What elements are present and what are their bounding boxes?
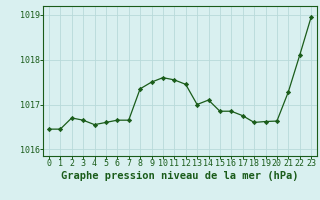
X-axis label: Graphe pression niveau de la mer (hPa): Graphe pression niveau de la mer (hPa) (61, 171, 299, 181)
